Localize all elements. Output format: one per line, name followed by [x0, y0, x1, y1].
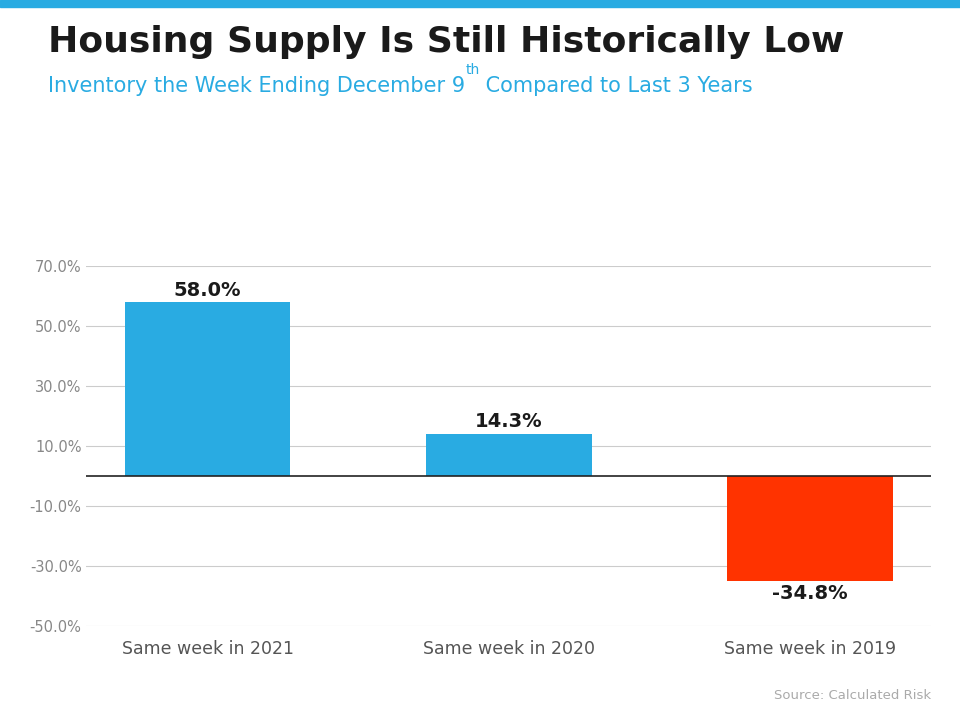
- Text: 58.0%: 58.0%: [174, 281, 241, 300]
- Text: Housing Supply Is Still Historically Low: Housing Supply Is Still Historically Low: [48, 25, 845, 59]
- Text: th: th: [466, 63, 479, 76]
- Bar: [125, 302, 291, 477]
- Text: -34.8%: -34.8%: [772, 585, 848, 603]
- Bar: [426, 433, 591, 477]
- Text: 14.3%: 14.3%: [475, 412, 542, 431]
- Text: Source: Calculated Risk: Source: Calculated Risk: [774, 689, 931, 702]
- Text: Inventory the Week Ending December 9: Inventory the Week Ending December 9: [48, 76, 466, 96]
- Text: Compared to Last 3 Years: Compared to Last 3 Years: [479, 76, 753, 96]
- Bar: [727, 477, 893, 581]
